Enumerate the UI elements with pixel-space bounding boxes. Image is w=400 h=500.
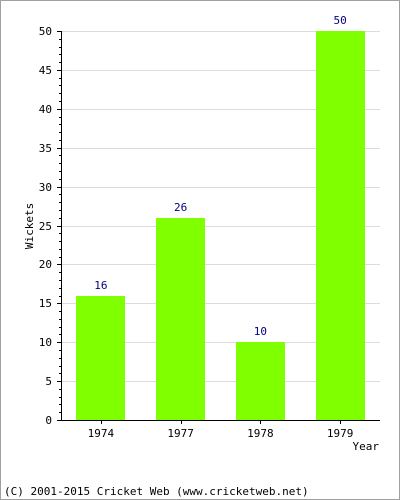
bar-1974 [76,296,125,420]
bar-1979 [316,31,365,420]
x-tick-label-1978: 1978 [247,427,274,440]
copyright-footer: (C) 2001-2015 Cricket Web (www.cricketwe… [4,485,309,498]
bar-1977 [156,218,205,420]
y-tick-label-30: 30 [39,181,52,194]
data-label-1978: 10 [254,325,267,338]
x-axis-title: Year [353,440,380,453]
y-tick-label-50: 50 [39,25,52,38]
data-label-1974: 16 [94,279,107,292]
y-tick-label-20: 20 [39,258,52,271]
y-axis-title: Wickets [23,203,36,249]
y-tick-label-0: 0 [45,414,52,427]
y-tick-label-10: 10 [39,336,52,349]
bars [76,31,365,420]
bar-1978 [236,342,285,420]
x-tick-label-1977: 1977 [167,427,194,440]
data-labels: 16 26 10 50 [94,14,347,338]
x-tick-label-1974: 1974 [88,427,115,440]
y-tick-label-25: 25 [39,220,52,233]
y-tick-label-40: 40 [39,103,52,116]
y-tick-label-15: 15 [39,297,52,310]
data-label-1979: 50 [334,14,347,27]
axes [61,31,380,421]
y-ticks: 0 5 10 15 20 25 30 35 40 45 50 [39,25,61,427]
y-tick-label-45: 45 [39,64,52,77]
x-tick-label-1979: 1979 [327,427,354,440]
x-ticks: 1974 1977 1978 1979 [88,420,354,440]
data-label-1977: 26 [174,201,187,214]
y-tick-label-35: 35 [39,142,52,155]
y-tick-label-5: 5 [45,375,52,388]
